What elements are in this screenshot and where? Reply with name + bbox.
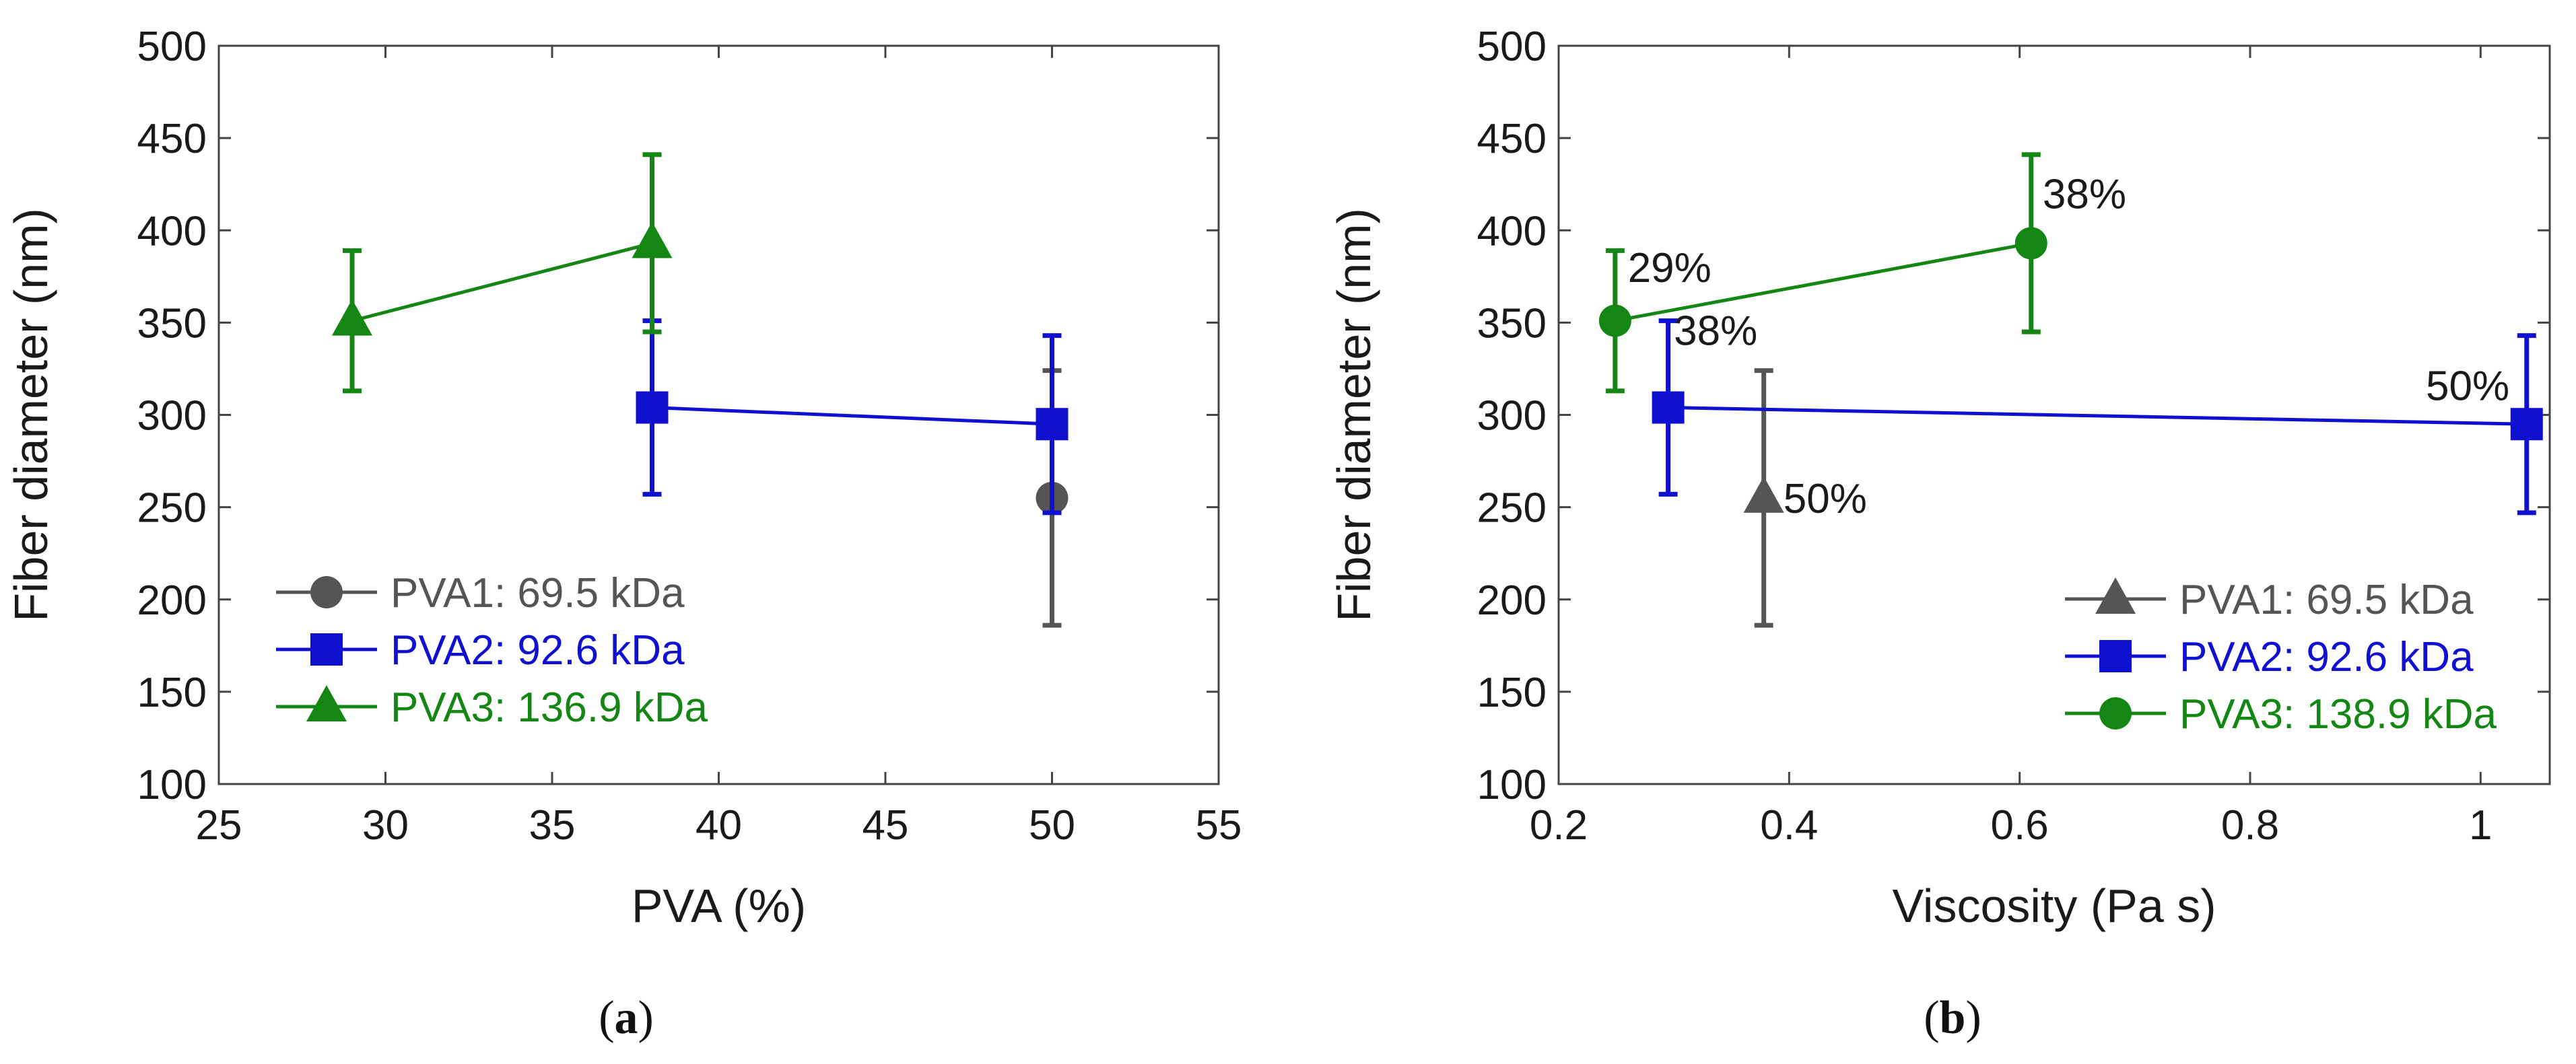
- y-tick-label: 300: [137, 393, 207, 439]
- legend-series-mw: 69.5 kDa: [506, 570, 685, 616]
- x-tick-label: 0.2: [1530, 802, 1588, 849]
- x-axis-title: PVA (%): [632, 880, 806, 932]
- legend-label: PVA3: 138.9 kDa: [2179, 691, 2497, 738]
- y-axis-title: Fiber diameter (nm): [1328, 208, 1380, 622]
- x-tick-label: 25: [196, 802, 242, 849]
- x-tick-label: 1: [2469, 802, 2492, 849]
- chart-a: 100 150 200 250 300 350 400 450 500 25 30 35 40 45 50 5…: [5, 24, 1242, 1044]
- legend-label: PVA2: 92.6 kDa: [391, 627, 685, 674]
- data-point: [2014, 227, 2047, 260]
- legend-marker: [2095, 577, 2136, 614]
- panel-letter: a: [615, 992, 638, 1044]
- data-point: [636, 391, 669, 424]
- y-tick-label: 450: [137, 116, 207, 162]
- data-point: [1743, 476, 1784, 513]
- legend-series-mw: 138.9 kDa: [2295, 691, 2497, 738]
- legend-series-mw: 69.5 kDa: [2295, 577, 2474, 623]
- y-tick-label: 500: [137, 24, 207, 70]
- legend-series-mw: 92.6 kDa: [506, 627, 685, 674]
- y-tick-label: 400: [137, 208, 207, 254]
- legend-item-pva3: PVA3: 138.9 kDa: [2065, 691, 2497, 738]
- x-tick-label: 0.8: [2221, 802, 2279, 849]
- y-tick-label: 100: [1477, 762, 1547, 808]
- x-tick-label: 45: [862, 802, 909, 849]
- data-point: [632, 221, 673, 258]
- panel-caption: (b): [1924, 992, 1981, 1044]
- x-tick-label: 35: [529, 802, 576, 849]
- series-pva1: [1743, 368, 1784, 628]
- legend-item-pva1: PVA1: 69.5 kDa: [2065, 577, 2474, 623]
- y-tick-label: 250: [1477, 485, 1547, 532]
- series-line: [351, 242, 653, 323]
- legend-marker: [2099, 697, 2132, 730]
- y-tick-label: 150: [137, 670, 207, 716]
- data-point: [1598, 304, 1631, 337]
- legend-item-pva3: PVA3: 136.9 kDa: [276, 684, 708, 731]
- data-point: [1652, 391, 1685, 424]
- y-tick-label: 200: [1477, 577, 1547, 624]
- legend-series-name: PVA1:: [2179, 577, 2295, 623]
- point-annotation: 50%: [2426, 363, 2509, 410]
- x-tick-label: 55: [1196, 802, 1242, 849]
- y-tick-label: 200: [137, 577, 207, 624]
- legend-marker: [306, 685, 347, 721]
- x-tick-label: 30: [362, 802, 409, 849]
- x-tick-label: 40: [696, 802, 742, 849]
- plot-frame: [217, 44, 1220, 785]
- legend-item-pva1: PVA1: 69.5 kDa: [276, 570, 685, 616]
- legend-series-name: PVA2:: [2179, 634, 2295, 680]
- data-point: [332, 299, 372, 336]
- legend-label: PVA1: 69.5 kDa: [2179, 577, 2474, 623]
- y-tick-label: 100: [137, 762, 207, 808]
- y-tick-label: 300: [1477, 393, 1547, 439]
- chart-b: 100 150 200 250 300 350 400 450 500 0.2 0.4 0.6 0.8 1…: [1328, 24, 2551, 1044]
- data-point: [1036, 408, 1069, 441]
- legend-label: PVA2: 92.6 kDa: [2179, 634, 2474, 680]
- legend-marker: [310, 633, 343, 666]
- y-tick-label: 350: [1477, 300, 1547, 347]
- legend-series-name: PVA3:: [2179, 691, 2295, 738]
- point-annotation: 38%: [1674, 308, 1757, 354]
- legend-item-pva2: PVA2: 92.6 kDa: [2065, 634, 2474, 680]
- legend-label: PVA1: 69.5 kDa: [391, 570, 685, 616]
- y-tick-label: 150: [1477, 670, 1547, 716]
- y-tick-label: 350: [137, 300, 207, 347]
- series-pva3: [1598, 152, 2047, 394]
- y-tick-label: 250: [137, 485, 207, 532]
- point-annotation: 38%: [2043, 171, 2126, 217]
- legend-item-pva2: PVA2: 92.6 kDa: [276, 627, 685, 674]
- x-tick-label: 0.6: [1991, 802, 2049, 849]
- y-tick-label: 500: [1477, 24, 1547, 70]
- x-axis-title: Viscosity (Pa s): [1892, 880, 2216, 932]
- point-annotation: 50%: [1784, 476, 1867, 522]
- series-line: [1668, 406, 2527, 426]
- point-annotation: 29%: [1628, 245, 1711, 291]
- series-line: [1615, 241, 2032, 323]
- legend-marker: [310, 576, 343, 608]
- series-pva2: [636, 318, 1069, 516]
- series-pva2: [1652, 318, 2543, 516]
- legend-series-mw: 136.9 kDa: [506, 684, 708, 731]
- data-point: [2510, 408, 2543, 441]
- legend-series-name: PVA1:: [391, 570, 506, 616]
- legend-series-name: PVA3:: [391, 684, 506, 731]
- x-tick-label: 0.4: [1760, 802, 1818, 849]
- y-tick-label: 450: [1477, 116, 1547, 162]
- panel-letter: b: [1940, 992, 1966, 1044]
- series-pva3: [332, 152, 673, 394]
- legend-series-mw: 92.6 kDa: [2295, 634, 2474, 680]
- x-tick-label: 50: [1029, 802, 1075, 849]
- y-axis-title: Fiber diameter (nm): [5, 208, 57, 622]
- panel-caption: (a): [599, 992, 654, 1044]
- series-line: [652, 406, 1052, 426]
- legend-label: PVA3: 136.9 kDa: [391, 684, 708, 731]
- legend-series-name: PVA2:: [391, 627, 506, 674]
- y-tick-label: 400: [1477, 208, 1547, 254]
- legend-marker: [2099, 640, 2132, 672]
